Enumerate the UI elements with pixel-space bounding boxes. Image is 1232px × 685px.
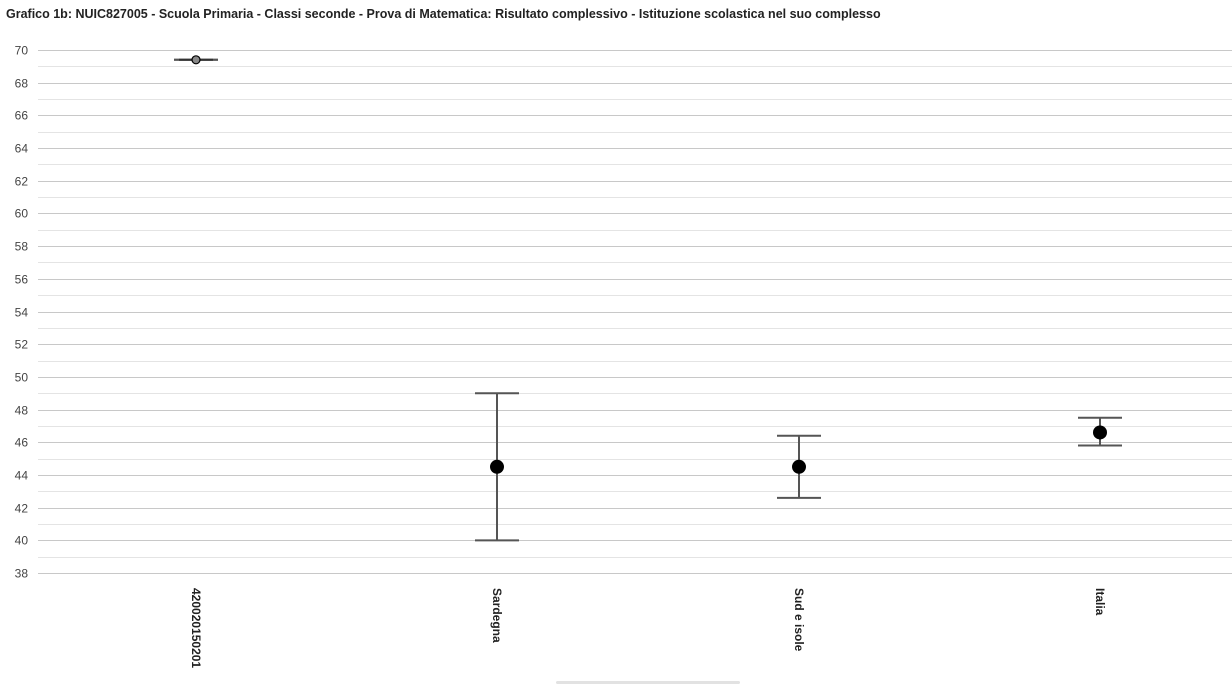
y-tick-label: 54 [15, 306, 29, 320]
y-tick-label: 56 [15, 273, 29, 287]
point-marker [490, 459, 504, 474]
x-category-label: Italia [1093, 588, 1107, 616]
y-tick-label: 60 [15, 207, 29, 221]
y-tick-label: 58 [15, 240, 29, 254]
y-tick-label: 70 [15, 44, 29, 58]
x-axis-category-labels: 420020150201 Sardegna Sud e isole Italia [189, 588, 1107, 668]
y-tick-label: 38 [15, 567, 29, 581]
y-axis-tick-labels: 38 40 42 44 46 48 50 52 54 56 58 60 62 64 66 68 70 [15, 44, 29, 581]
point-marker [191, 55, 201, 65]
gridlines [38, 50, 1232, 574]
y-tick-label: 46 [15, 436, 29, 450]
chart-title: Grafico 1b: NUIC827005 - Scuola Primaria… [6, 7, 881, 21]
point-marker [1093, 425, 1107, 440]
y-tick-label: 40 [15, 534, 29, 548]
y-tick-label: 68 [15, 77, 29, 91]
y-tick-label: 48 [15, 404, 29, 418]
y-tick-label: 66 [15, 109, 29, 123]
x-category-label: Sardegna [490, 588, 504, 643]
point-marker [792, 459, 806, 474]
horizontal-scrollbar-thumb[interactable] [556, 681, 740, 684]
y-tick-label: 52 [15, 338, 29, 352]
error-bars [174, 58, 1122, 542]
y-tick-label: 42 [15, 502, 29, 516]
x-category-label: 420020150201 [189, 588, 203, 668]
y-tick-label: 50 [15, 371, 29, 385]
x-category-label: Sud e isole [792, 588, 806, 652]
y-tick-label: 64 [15, 142, 29, 156]
y-tick-label: 44 [15, 469, 29, 483]
data-points [179, 55, 1107, 474]
y-tick-label: 62 [15, 175, 29, 189]
